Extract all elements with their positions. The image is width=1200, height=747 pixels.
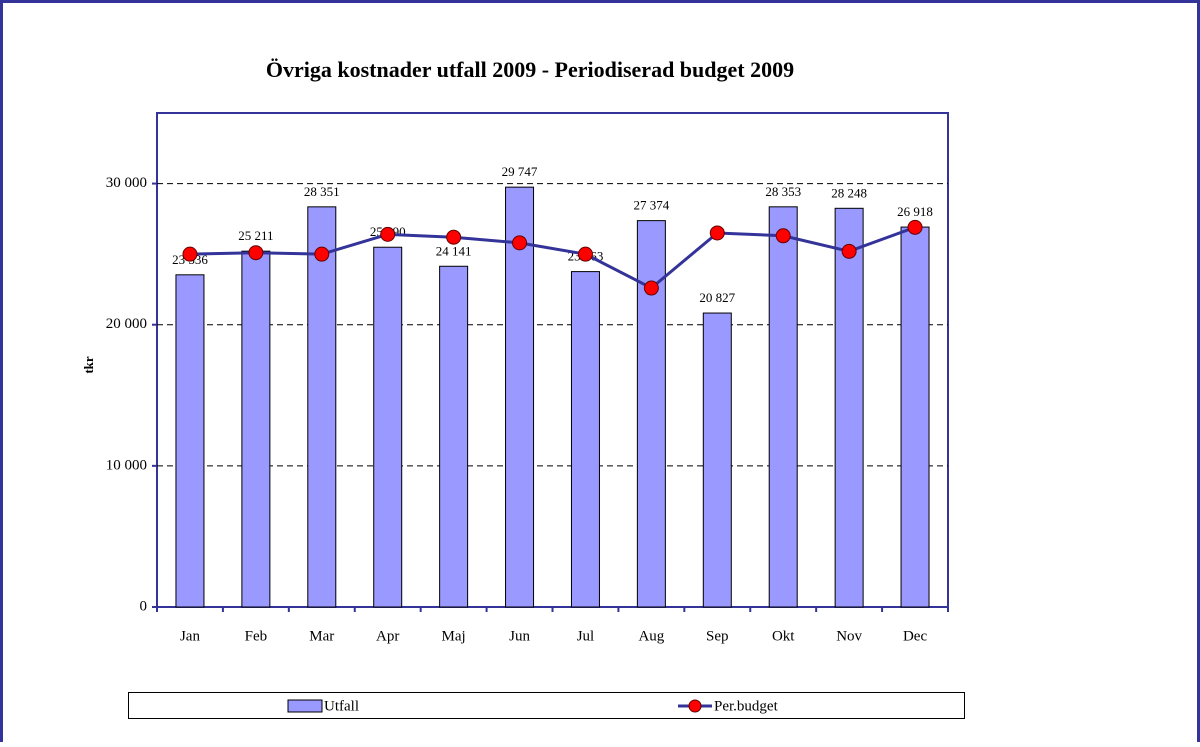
y-tick-label: 30 000 <box>106 175 147 191</box>
value-label: 28 248 <box>831 185 867 200</box>
x-tick-label: Nov <box>836 628 862 644</box>
x-tick-label: Jul <box>577 628 595 644</box>
x-tick-label: Mar <box>309 628 334 644</box>
bar <box>241 250 271 608</box>
line <box>189 225 916 290</box>
y-tick-label: 20 000 <box>106 316 147 332</box>
value-label: 24 141 <box>436 243 472 258</box>
marker <box>907 219 923 235</box>
value-label: 27 374 <box>634 198 670 213</box>
y-tick-label: 0 <box>140 598 148 614</box>
bar <box>175 274 205 608</box>
y-axis-label: tkr <box>81 356 96 374</box>
marker <box>512 235 528 251</box>
legend-label: Per.budget <box>714 698 779 714</box>
value-label: 29 747 <box>502 164 538 179</box>
marker <box>775 228 791 244</box>
x-tick-label: Jun <box>509 628 530 644</box>
bar <box>570 271 600 608</box>
x-tick-label: Dec <box>903 628 927 644</box>
legend <box>128 692 965 719</box>
marker <box>709 225 725 241</box>
marker <box>577 246 593 262</box>
plot-area <box>156 112 949 608</box>
bar <box>439 265 469 608</box>
bar <box>373 246 403 608</box>
x-tick-label: Okt <box>772 628 795 644</box>
bar <box>307 206 337 608</box>
y-tick-label: 10 000 <box>106 457 147 473</box>
bar <box>505 186 535 608</box>
x-tick-label: Aug <box>638 628 664 644</box>
chart-title: Övriga kostnader utfall 2009 - Periodise… <box>266 57 794 82</box>
x-tick-label: Feb <box>245 628 268 644</box>
x-tick-label: Jan <box>180 628 200 644</box>
legend-label: Utfall <box>324 698 359 714</box>
marker <box>841 243 857 259</box>
x-tick-label: Apr <box>376 628 399 644</box>
value-label: 28 351 <box>304 184 340 199</box>
value-label: 25 211 <box>238 228 273 243</box>
marker <box>380 226 396 242</box>
bar <box>702 312 732 608</box>
marker <box>182 246 198 262</box>
value-label: 20 827 <box>699 290 735 305</box>
legend-marker <box>688 699 702 713</box>
marker <box>248 245 264 261</box>
bar <box>900 226 930 608</box>
value-label: 28 353 <box>765 184 801 199</box>
bar <box>834 207 864 608</box>
marker <box>643 280 659 296</box>
x-tick-label: Sep <box>706 628 729 644</box>
bar <box>768 206 798 608</box>
marker <box>314 246 330 262</box>
x-tick-label: Maj <box>442 628 466 644</box>
marker <box>446 229 462 245</box>
value-label: 26 918 <box>897 204 933 219</box>
legend-swatch <box>287 699 323 713</box>
